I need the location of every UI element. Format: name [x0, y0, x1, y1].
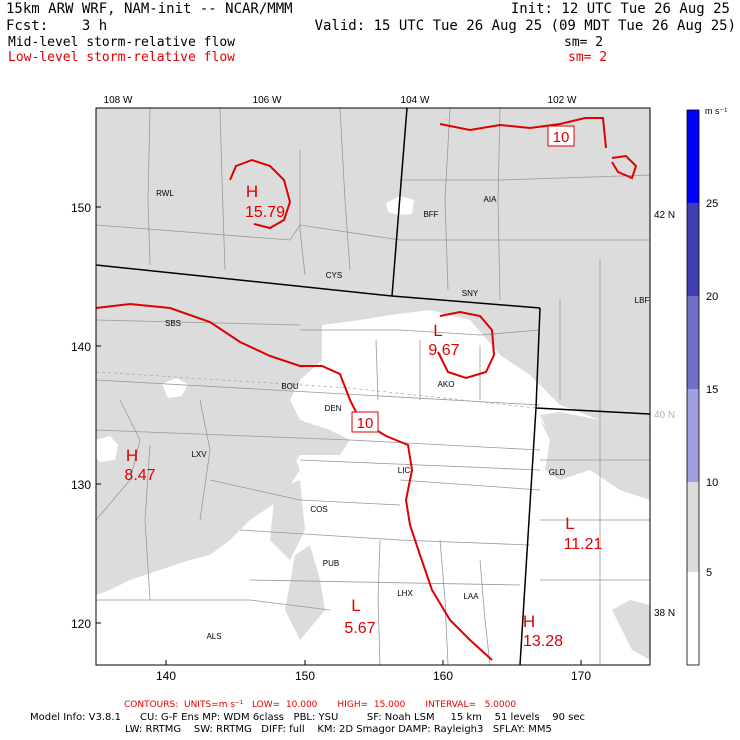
colorbar-segment	[687, 389, 699, 482]
high-value: 8.47	[124, 467, 155, 484]
high-value: 15.79	[245, 204, 285, 221]
model-info-line2: LW: RRTMG SW: RRTMG DIFF: full KM: 2D Sm…	[125, 724, 552, 735]
low-value: 5.67	[344, 620, 375, 637]
station-label: PUB	[323, 559, 339, 568]
station-label: DEN	[325, 404, 342, 413]
station-label: AIA	[484, 195, 498, 204]
y-tick-label: 140	[71, 340, 91, 354]
lon-label: 102 W	[548, 95, 577, 106]
latitude-40n-line	[96, 371, 537, 409]
station-label: AKO	[438, 380, 455, 389]
low-value: 9.67	[428, 342, 459, 359]
colorbar-segment	[687, 110, 699, 203]
longitude-labels: 108 W 106 W 104 W 102 W	[104, 95, 577, 106]
plot-title: 15km ARW WRF, NAM-init -- NCAR/MMM	[6, 1, 293, 17]
field-mid-level-smoothing: sm= 2	[564, 35, 604, 50]
colorbar-level: 15	[706, 384, 718, 396]
y-tick-label: 120	[71, 617, 91, 631]
map-frame	[95, 107, 651, 666]
colorbar-level: 10	[706, 477, 718, 489]
station-label: COS	[310, 505, 327, 514]
forecast-hour: Fcst: 3 h	[6, 18, 108, 34]
y-tick-label: 130	[71, 478, 91, 492]
colorbar-level: 5	[706, 567, 712, 579]
county-borders	[96, 108, 650, 665]
colorbar-level: 25	[706, 198, 718, 210]
high-marker: H	[126, 446, 138, 465]
contour-info: CONTOURS: UNITS=m s⁻¹ LOW= 10.000 HIGH= …	[124, 700, 517, 710]
colorbar: m s⁻¹ 25 20 15 10 5	[686, 106, 727, 666]
x-tick-label: 170	[571, 669, 591, 683]
field-mid-level: Mid-level storm-relative flow	[8, 35, 235, 50]
station-label: BOU	[281, 382, 299, 391]
station-labels: RWL BFF AIA CYS SNY LBF SBS BOU DEN AKO …	[156, 189, 649, 641]
colorbar-segment	[687, 203, 699, 296]
high-value: 13.28	[523, 633, 563, 650]
station-label: CYS	[326, 271, 342, 280]
contour-labels: 10 10	[351, 125, 575, 433]
station-label: RWL	[156, 189, 174, 198]
init-time: Init: 12 UTC Tue 26 Aug 25	[510, 1, 730, 17]
field-low-level-smoothing: sm= 2	[568, 50, 608, 65]
y-tick-label: 150	[71, 201, 91, 215]
station-label: LXV	[191, 450, 207, 459]
colorbar-segment	[687, 296, 699, 389]
tick-marks	[96, 206, 582, 665]
station-label: LIC	[398, 466, 411, 475]
contour-label: 10	[357, 415, 374, 432]
high-marker: H	[246, 182, 258, 201]
station-label: BFF	[423, 210, 438, 219]
station-label: LBF	[635, 296, 650, 305]
x-tick-label: 150	[295, 669, 315, 683]
low-marker: L	[565, 514, 574, 533]
state-borders	[96, 108, 650, 665]
lat-label: 40 N	[654, 410, 675, 421]
station-label: GLD	[549, 468, 566, 477]
low-value: 11.21	[564, 536, 603, 553]
lat-label: 42 N	[654, 210, 675, 221]
latitude-labels: 42 N 40 N 38 N	[654, 210, 675, 619]
lon-label: 104 W	[401, 95, 430, 106]
lon-label: 108 W	[104, 95, 133, 106]
station-label: ALS	[206, 632, 221, 641]
lat-label: 38 N	[654, 608, 675, 619]
low-marker: L	[351, 596, 360, 615]
colorbar-segment	[687, 482, 699, 572]
high-marker: H	[523, 612, 535, 631]
lon-label: 106 W	[253, 95, 282, 106]
station-label: LAA	[463, 592, 479, 601]
low-marker: L	[433, 321, 442, 340]
field-low-level: Low-level storm-relative flow	[8, 50, 235, 65]
colorbar-level: 20	[706, 291, 718, 303]
station-label: SBS	[165, 319, 181, 328]
station-label: LHX	[397, 589, 413, 598]
colorbar-segment	[687, 572, 699, 665]
x-tick-label: 160	[433, 669, 453, 683]
colorbar-units: m s⁻¹	[705, 106, 727, 116]
grid-tick-labels: 140 150 160 170 150 140 130 120	[71, 201, 591, 683]
model-info-line1: Model Info: V3.8.1 CU: G-F Ens MP: WDM 6…	[30, 712, 586, 723]
station-label: SNY	[462, 289, 479, 298]
contour-label: 10	[553, 129, 570, 146]
valid-time: Valid: 15 UTC Tue 26 Aug 25 (09 MDT Tue …	[314, 18, 736, 34]
extrema-markers: H 15.79 L 9.67 H 8.47 L 11.21 L 5.67 H 1…	[124, 182, 602, 650]
x-tick-label: 140	[156, 669, 176, 683]
